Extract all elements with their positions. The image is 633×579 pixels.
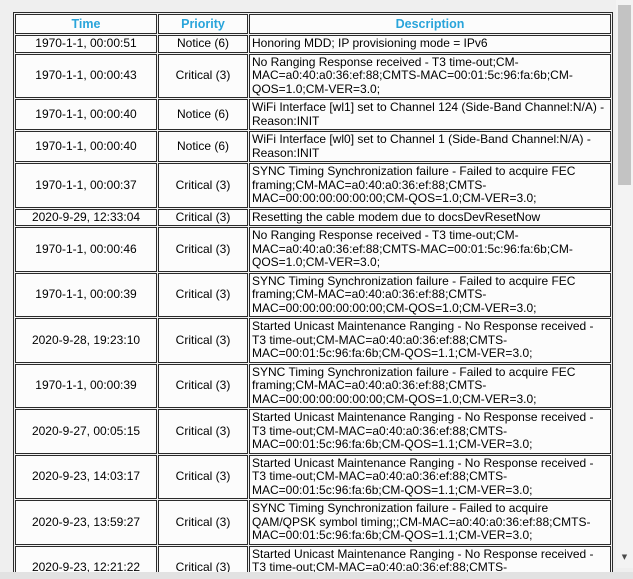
event-priority: Critical (3) <box>158 163 248 208</box>
scroll-down-button[interactable]: ▼ <box>616 551 633 563</box>
event-description: Started Unicast Maintenance Ranging - No… <box>249 409 611 454</box>
event-priority: Critical (3) <box>158 227 248 272</box>
event-priority: Critical (3) <box>158 53 248 98</box>
event-description: SYNC Timing Synchronization failure - Fa… <box>249 163 611 208</box>
event-description: Honoring MDD; IP provisioning mode = IPv… <box>249 35 611 53</box>
table-row: 1970-1-1, 00:00:40 Notice (6) WiFi Inter… <box>15 131 611 162</box>
event-time: 1970-1-1, 00:00:46 <box>15 227 157 272</box>
event-description: Resetting the cable modem due to docsDev… <box>249 208 611 226</box>
event-time: 2020-9-23, 14:03:17 <box>15 454 157 499</box>
event-time: 1970-1-1, 00:00:39 <box>15 272 157 317</box>
table-row: 1970-1-1, 00:00:51 Notice (6) Honoring M… <box>15 35 611 53</box>
event-priority: Critical (3) <box>158 272 248 317</box>
event-time: 2020-9-28, 19:23:10 <box>15 318 157 363</box>
table-header-row: Time Priority Description <box>15 14 611 34</box>
vertical-scrollbar[interactable]: ▼ <box>616 0 633 568</box>
event-description: Started Unicast Maintenance Ranging - No… <box>249 454 611 499</box>
scrollbar-thumb[interactable] <box>618 5 631 185</box>
table-row: 2020-9-23, 13:59:27 Critical (3) SYNC Ti… <box>15 500 611 545</box>
event-priority: Critical (3) <box>158 318 248 363</box>
table-row: 2020-9-23, 14:03:17 Critical (3) Started… <box>15 454 611 499</box>
event-description: Started Unicast Maintenance Ranging - No… <box>249 318 611 363</box>
event-time: 2020-9-27, 00:05:15 <box>15 409 157 454</box>
event-time: 1970-1-1, 00:00:51 <box>15 35 157 53</box>
event-priority: Notice (6) <box>158 35 248 53</box>
table-row: 2020-9-23, 12:21:22 Critical (3) Started… <box>15 545 611 572</box>
event-description: No Ranging Response received - T3 time-o… <box>249 227 611 272</box>
table-row: 2020-9-28, 19:23:10 Critical (3) Started… <box>15 318 611 363</box>
table-row: 1970-1-1, 00:00:37 Critical (3) SYNC Tim… <box>15 163 611 208</box>
column-header-description: Description <box>249 14 611 34</box>
event-description: Started Unicast Maintenance Ranging - No… <box>249 545 611 572</box>
event-description: No Ranging Response received - T3 time-o… <box>249 53 611 98</box>
event-priority: Critical (3) <box>158 545 248 572</box>
event-time: 2020-9-23, 12:21:22 <box>15 545 157 572</box>
event-description: SYNC Timing Synchronization failure - Fa… <box>249 363 611 408</box>
event-time: 1970-1-1, 00:00:40 <box>15 99 157 130</box>
event-log-table: Time Priority Description 1970-1-1, 00:0… <box>13 12 613 572</box>
event-priority: Notice (6) <box>158 131 248 162</box>
column-header-priority: Priority <box>158 14 248 34</box>
event-priority: Notice (6) <box>158 99 248 130</box>
table-row: 1970-1-1, 00:00:46 Critical (3) No Rangi… <box>15 227 611 272</box>
event-priority: Critical (3) <box>158 409 248 454</box>
event-time: 1970-1-1, 00:00:37 <box>15 163 157 208</box>
chevron-down-icon: ▼ <box>621 552 628 561</box>
table-row: 1970-1-1, 00:00:39 Critical (3) SYNC Tim… <box>15 272 611 317</box>
event-priority: Critical (3) <box>158 500 248 545</box>
event-priority: Critical (3) <box>158 454 248 499</box>
column-header-time: Time <box>15 14 157 34</box>
event-time: 1970-1-1, 00:00:39 <box>15 363 157 408</box>
event-description: SYNC Timing Synchronization failure - Fa… <box>249 500 611 545</box>
event-time: 1970-1-1, 00:00:40 <box>15 131 157 162</box>
table-row: 2020-9-27, 00:05:15 Critical (3) Started… <box>15 409 611 454</box>
table-row: 1970-1-1, 00:00:40 Notice (6) WiFi Inter… <box>15 99 611 130</box>
table-row: 1970-1-1, 00:00:39 Critical (3) SYNC Tim… <box>15 363 611 408</box>
event-priority: Critical (3) <box>158 363 248 408</box>
event-description: WiFi Interface [wl0] set to Channel 1 (S… <box>249 131 611 162</box>
table-row: 1970-1-1, 00:00:43 Critical (3) No Rangi… <box>15 53 611 98</box>
event-description: SYNC Timing Synchronization failure - Fa… <box>249 272 611 317</box>
event-time: 2020-9-23, 13:59:27 <box>15 500 157 545</box>
event-priority: Critical (3) <box>158 208 248 226</box>
event-time: 1970-1-1, 00:00:43 <box>15 53 157 98</box>
event-description: WiFi Interface [wl1] set to Channel 124 … <box>249 99 611 130</box>
table-row: 2020-9-29, 12:33:04 Critical (3) Resetti… <box>15 208 611 226</box>
event-time: 2020-9-29, 12:33:04 <box>15 208 157 226</box>
